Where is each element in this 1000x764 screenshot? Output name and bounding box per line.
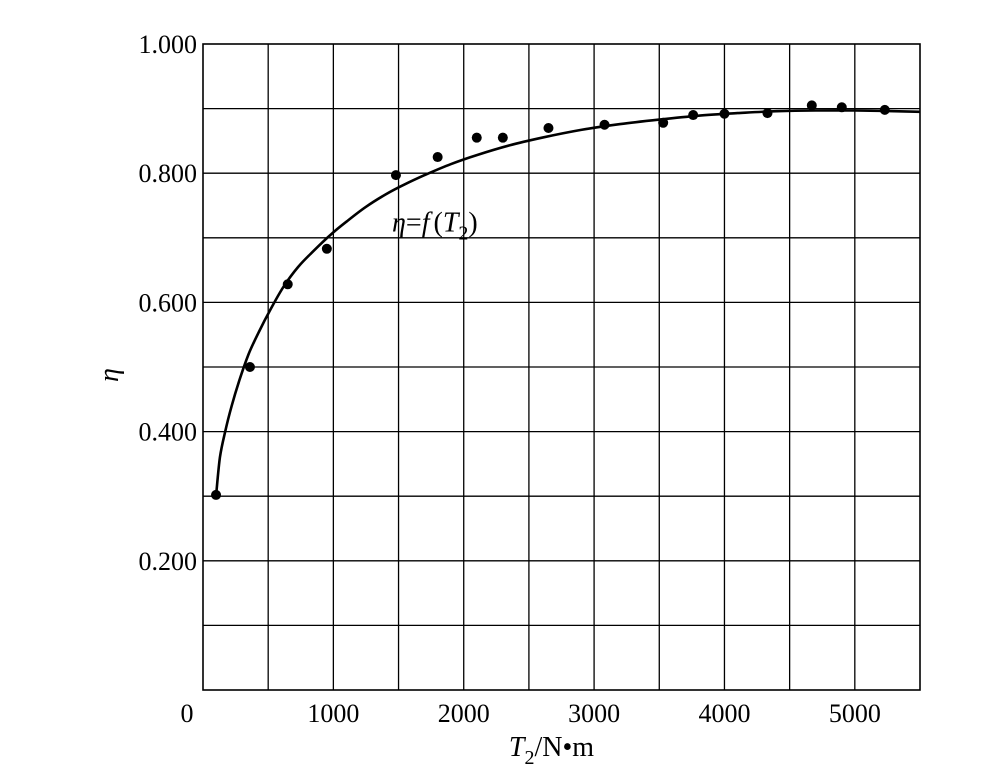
x-tick-label: 2000 [438, 699, 490, 728]
x-axis-label-var: T [509, 732, 527, 763]
y-tick-label: 0.600 [139, 288, 198, 317]
y-axis-label: η [94, 368, 125, 382]
data-point [762, 108, 773, 119]
x-tick-label: 0 [181, 699, 194, 728]
data-point [321, 243, 332, 254]
annotation-close-paren: ) [468, 208, 477, 239]
data-point [432, 152, 443, 163]
annotation-eta: η [392, 208, 406, 239]
x-tick-label: 1000 [307, 699, 359, 728]
grid [203, 44, 920, 690]
plot-frame [202, 43, 921, 691]
data-point [806, 100, 817, 111]
y-tick-label: 0.800 [139, 159, 198, 188]
annotation-var: T [443, 208, 461, 239]
y-tick-label: 0.400 [139, 418, 198, 447]
data-point [543, 122, 554, 133]
annotation-sub: 2 [458, 223, 468, 245]
data-point [836, 102, 847, 113]
x-tick-label: 4000 [698, 699, 750, 728]
x-axis-label-unit: /N•m [534, 732, 594, 763]
x-axis-label-sub: 2 [524, 747, 534, 764]
data-point [211, 489, 222, 500]
x-tick-labels: 0 1000 2000 3000 4000 5000 [181, 699, 881, 728]
y-tick-labels: 0.200 0.400 0.600 0.800 1.000 [139, 30, 198, 576]
data-point [390, 170, 401, 181]
annotation-f: f [422, 208, 433, 239]
annotation-open-paren: ( [433, 208, 442, 239]
x-tick-label: 3000 [568, 699, 620, 728]
annotation-equals: = [406, 208, 422, 239]
x-axis-label: T2/N•m [509, 732, 594, 764]
data-point [719, 108, 730, 119]
data-point [282, 279, 293, 290]
data-point [471, 132, 482, 143]
data-point [497, 132, 508, 143]
fit-curve [214, 109, 921, 497]
x-tick-label: 5000 [829, 699, 881, 728]
data-point [658, 117, 669, 128]
data-point [688, 110, 699, 121]
curve-annotation: η=f (T2) [392, 208, 478, 245]
data-point [599, 119, 610, 130]
data-point [879, 104, 890, 115]
data-points [211, 100, 890, 500]
y-tick-label: 0.200 [139, 547, 198, 576]
y-tick-label: 1.000 [139, 30, 198, 59]
data-point [244, 362, 255, 372]
